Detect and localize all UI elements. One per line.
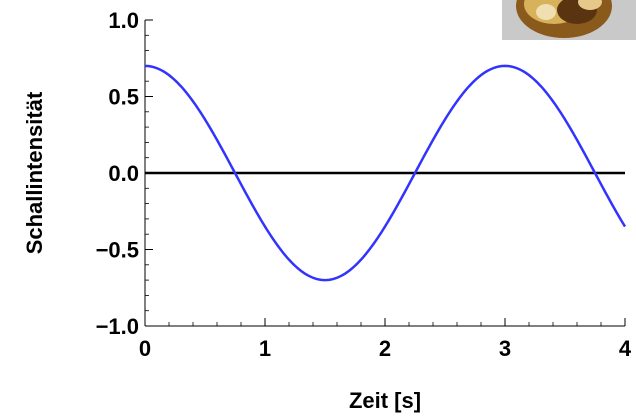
x-axis-label: Zeit [s] (349, 388, 421, 413)
y-tick-label: −0.5 (96, 238, 139, 263)
x-axis: 0 1 2 3 4 (139, 318, 632, 361)
y-tick-label: −1.0 (96, 314, 139, 339)
x-tick-label: 4 (619, 336, 632, 361)
y-tick-label: 0.5 (108, 85, 139, 110)
y-axis: 1.0 0.5 0.0 −0.5 −1.0 (96, 8, 153, 339)
photo-thumbnail-icon (502, 0, 636, 40)
y-tick-label: 1.0 (108, 8, 139, 33)
y-axis-label: Schallintensität (22, 91, 47, 254)
x-tick-label: 1 (259, 336, 271, 361)
x-tick-label: 3 (499, 336, 511, 361)
y-tick-label: 0.0 (108, 161, 139, 186)
x-tick-label: 0 (139, 336, 151, 361)
series-line (144, 64, 627, 282)
thumbnail-image (502, 0, 636, 40)
x-tick-label: 2 (379, 336, 391, 361)
